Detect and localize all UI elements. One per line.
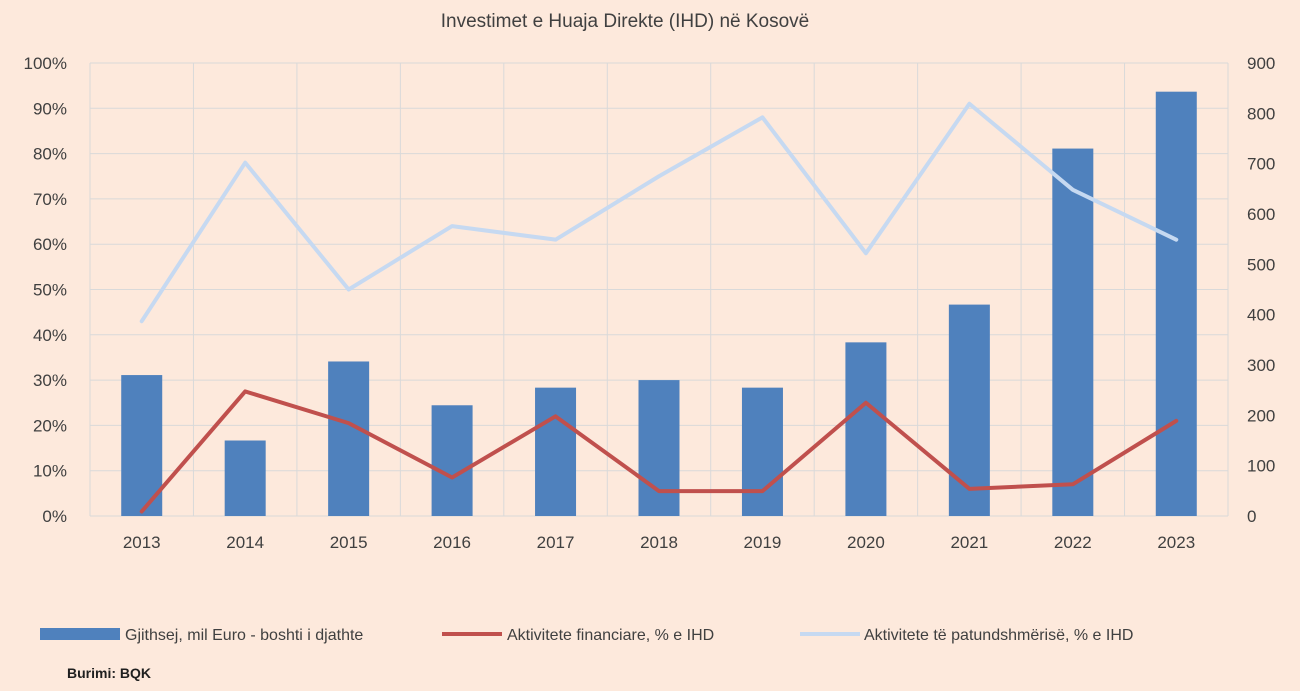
- line-point-1-2019: [761, 490, 763, 492]
- y-right-tick-label: 500: [1247, 255, 1275, 274]
- y-left-tick-label: 40%: [33, 326, 67, 345]
- x-tick-label: 2021: [950, 533, 988, 552]
- y-left-tick-label: 50%: [33, 281, 67, 300]
- y-right-tick-label: 700: [1247, 155, 1275, 174]
- chart-title: Investimet e Huaja Direkte (IHD) në Koso…: [441, 11, 810, 32]
- x-tick-label: 2020: [847, 533, 885, 552]
- y-right-tick-label: 600: [1247, 205, 1275, 224]
- legend-label: Aktivitete të patundshmërisë, % e IHD: [864, 627, 1133, 644]
- line-point-1-2022: [1072, 483, 1074, 485]
- source-note: Burimi: BQK: [67, 665, 151, 681]
- line-point-2-2015: [348, 289, 350, 290]
- y-left-tick-label: 100%: [24, 54, 67, 73]
- line-point-1-2020: [865, 402, 867, 404]
- bar-2015: [328, 361, 370, 516]
- line-point-2-2021: [968, 103, 970, 105]
- legend-label: Aktivitete financiare, % e IHD: [507, 627, 714, 644]
- x-tick-label: 2018: [640, 533, 678, 552]
- line-point-2-2016: [451, 225, 453, 227]
- y-right-tick-label: 900: [1247, 54, 1275, 73]
- line-point-1-2018: [658, 490, 660, 492]
- line-point-2-2019: [761, 116, 763, 118]
- x-tick-label: 2022: [1054, 533, 1092, 552]
- y-left-tick-label: 30%: [33, 371, 67, 390]
- x-tick-label: 2023: [1157, 533, 1195, 552]
- bar-2019: [741, 387, 783, 516]
- y-left-tick-label: 10%: [33, 462, 67, 481]
- x-tick-label: 2015: [330, 533, 368, 552]
- line-point-1-2017: [555, 415, 557, 417]
- y-right-tick-label: 200: [1247, 406, 1275, 425]
- y-right-tick-label: 400: [1247, 306, 1275, 325]
- x-tick-label: 2014: [226, 533, 264, 552]
- bar-2013: [121, 375, 163, 516]
- line-series: [139, 101, 1179, 514]
- line-point-1-2013: [141, 510, 143, 512]
- legend: Gjithsej, mil Euro - boshti i djathte Akt…: [40, 627, 1133, 644]
- line-point-1-2015: [348, 422, 350, 424]
- gridlines: [89, 62, 1229, 517]
- y-left-tick-label: 70%: [33, 190, 67, 209]
- y-right-tick-label: 0: [1247, 507, 1256, 526]
- y-right-tick-label: 300: [1247, 356, 1275, 375]
- bar-2017: [535, 387, 577, 516]
- line-point-1-2021: [968, 488, 970, 490]
- y-right-tick-label: 100: [1247, 457, 1275, 476]
- line-point-2-2022: [1072, 189, 1074, 191]
- legend-swatch-bar: [40, 628, 120, 640]
- line-point-1-2016: [451, 476, 453, 478]
- x-tick-label: 2019: [744, 533, 782, 552]
- y-left-tick-label: 90%: [33, 99, 67, 118]
- x-tick-label: 2017: [537, 533, 575, 552]
- bar-2020: [845, 342, 887, 516]
- x-tick-label: 2013: [123, 533, 161, 552]
- legend-label: Gjithsej, mil Euro - boshti i djathte: [125, 627, 363, 644]
- line-point-2-2020: [865, 252, 867, 254]
- bar-2023: [1155, 91, 1197, 516]
- line-point-1-2023: [1175, 420, 1177, 422]
- bar-2016: [431, 405, 473, 516]
- bar-series: [121, 91, 1197, 517]
- axes: 0% 10% 20% 30% 40% 50% 60% 70% 80% 90% 100% 0 100 200…: [24, 54, 1276, 552]
- y-left-tick-label: 20%: [33, 416, 67, 435]
- y-left-tick-label: 60%: [33, 235, 67, 254]
- line-point-2-2018: [658, 175, 660, 177]
- y-left-tick-label: 80%: [33, 145, 67, 164]
- bar-2022: [1052, 148, 1094, 517]
- bar-2014: [224, 440, 266, 516]
- bar-2018: [638, 380, 680, 516]
- bar-2021: [948, 304, 990, 516]
- y-left-tick-label: 0%: [42, 507, 67, 526]
- line-point-2-2023: [1175, 239, 1177, 241]
- x-tick-label: 2016: [433, 533, 471, 552]
- line-point-2-2013: [141, 320, 143, 322]
- line-point-2-2014: [244, 162, 246, 164]
- y-right-tick-label: 800: [1247, 104, 1275, 123]
- line-point-2-2017: [555, 239, 557, 241]
- line-point-1-2014: [244, 390, 246, 392]
